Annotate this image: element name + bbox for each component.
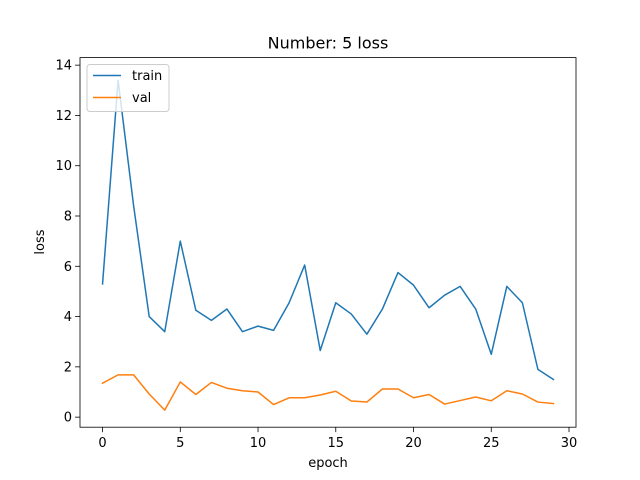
y-axis-label: loss [33, 229, 48, 254]
x-axis-label: epoch [308, 456, 348, 471]
x-tick-label: 15 [328, 436, 345, 451]
y-tick-label: 6 [64, 260, 72, 275]
y-tick-label: 0 [64, 411, 72, 426]
x-tick-label: 30 [561, 436, 578, 451]
x-tick-label: 0 [98, 436, 106, 451]
y-tick-label: 10 [55, 159, 72, 174]
y-tick-label: 2 [64, 360, 72, 375]
chart-title: Number: 5 loss [268, 34, 389, 53]
legend: train val [86, 64, 170, 112]
series-layer [101, 79, 555, 411]
legend-label-val: val [132, 91, 151, 106]
y-tick-label: 14 [55, 59, 72, 74]
x-tick-label: 20 [405, 436, 422, 451]
plot-area-frame [79, 57, 577, 428]
legend-label-train: train [132, 69, 162, 84]
x-tick-label: 25 [483, 436, 500, 451]
series-line-val [101, 374, 555, 411]
series-line-train [101, 79, 555, 381]
y-tick-label: 12 [55, 109, 72, 124]
ticks-layer: 0 5 10 15 20 25 30 0 2 4 6 8 10 12 14 [55, 59, 577, 452]
x-tick-label: 10 [250, 436, 267, 451]
x-tick-label: 5 [176, 436, 184, 451]
y-tick-label: 4 [64, 310, 72, 325]
y-tick-label: 8 [64, 210, 72, 225]
